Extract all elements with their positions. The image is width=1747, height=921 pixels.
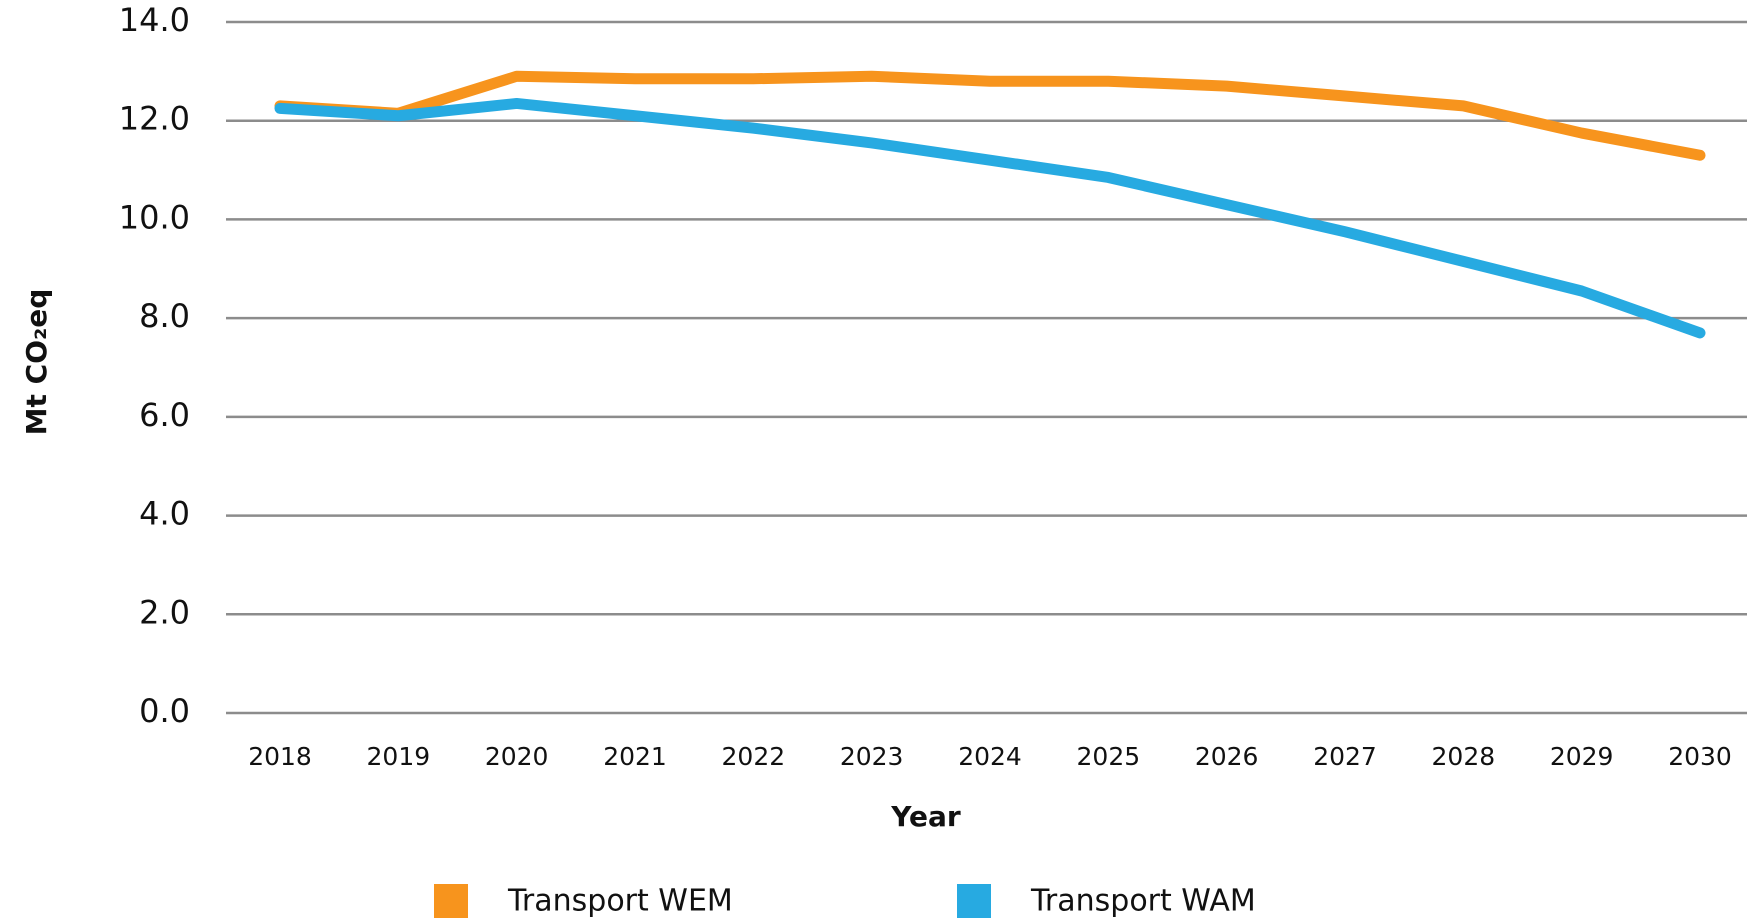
- x-tick-label: 2029: [1550, 742, 1614, 771]
- y-tick-label: 0.0: [139, 692, 190, 730]
- x-tick-label: 2020: [485, 742, 549, 771]
- x-tick-label: 2018: [248, 742, 312, 771]
- y-axis-label: Mt CO₂eq: [20, 289, 53, 436]
- x-tick-label: 2028: [1432, 742, 1496, 771]
- y-tick-label: 6.0: [139, 396, 190, 434]
- y-tick-label: 8.0: [139, 297, 190, 335]
- y-tick-label: 14.0: [119, 1, 190, 39]
- y-tick-label: 10.0: [119, 198, 190, 236]
- legend-swatch: [957, 884, 991, 918]
- x-tick-label: 2021: [603, 742, 667, 771]
- y-tick-label: 12.0: [119, 100, 190, 138]
- x-tick-label: 2026: [1195, 742, 1259, 771]
- legend-label: Transport WEM: [507, 884, 733, 919]
- line-series: [274, 97, 1706, 339]
- line-series: [274, 70, 1706, 161]
- x-tick-label: 2022: [722, 742, 786, 771]
- x-tick-label: 2025: [1077, 742, 1141, 771]
- x-tick-label: 2027: [1313, 742, 1377, 771]
- x-tick-label: 2030: [1668, 742, 1732, 771]
- legend-label: Transport WAM: [1030, 884, 1256, 919]
- x-tick-label: 2023: [840, 742, 904, 771]
- y-tick-label: 4.0: [139, 495, 190, 533]
- legend-swatch: [434, 884, 468, 918]
- x-axis-label: Year: [890, 800, 961, 833]
- y-tick-label: 2.0: [139, 593, 190, 631]
- x-tick-label: 2019: [367, 742, 431, 771]
- x-tick-label: 2024: [958, 742, 1022, 771]
